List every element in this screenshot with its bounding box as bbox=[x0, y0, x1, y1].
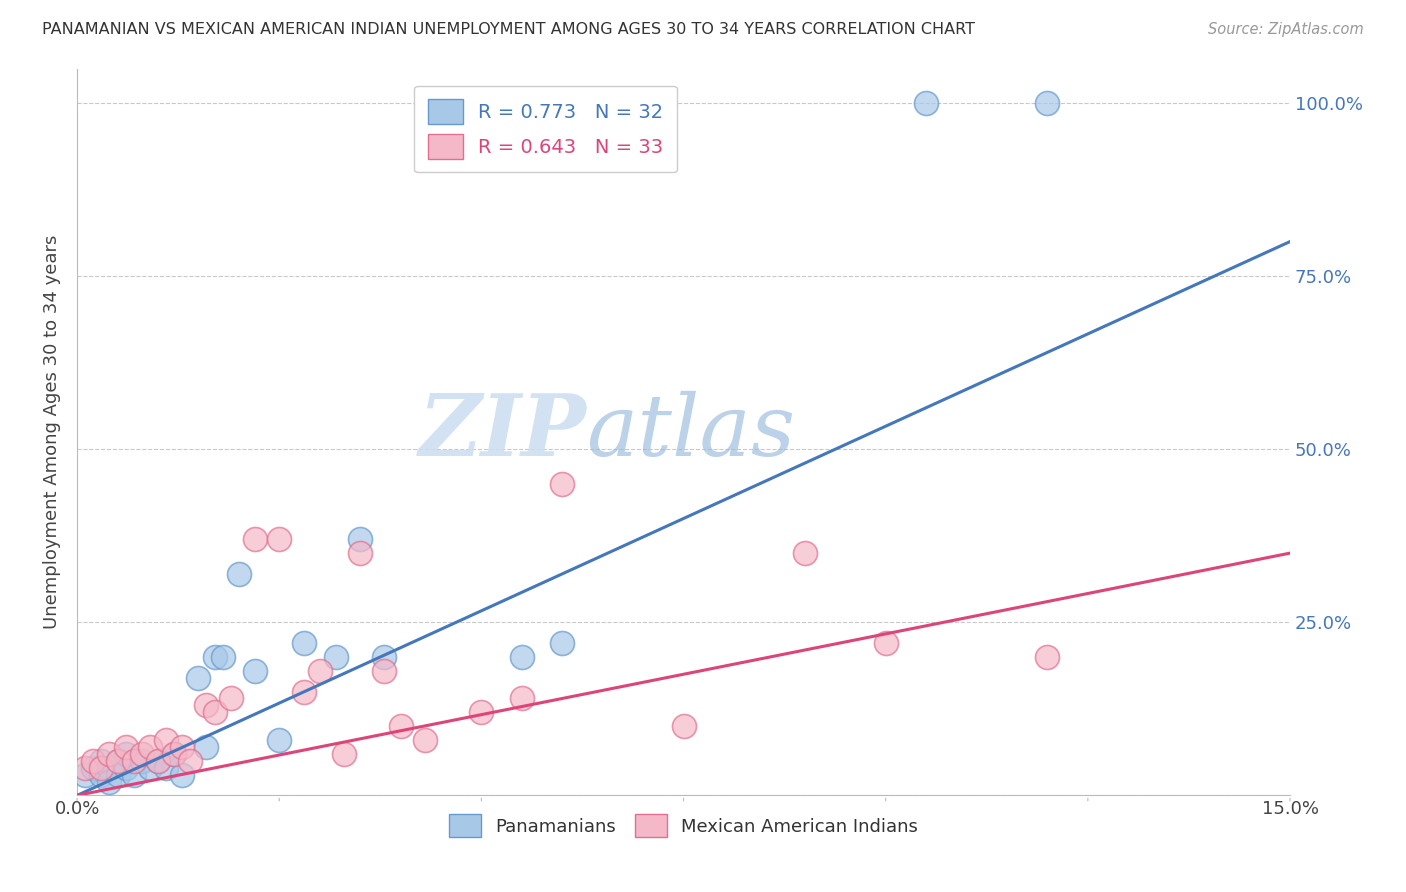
Point bbox=[107, 767, 129, 781]
Point bbox=[114, 761, 136, 775]
Point bbox=[146, 754, 169, 768]
Point bbox=[510, 691, 533, 706]
Point bbox=[228, 566, 250, 581]
Point bbox=[269, 533, 291, 547]
Point bbox=[373, 649, 395, 664]
Point bbox=[243, 664, 266, 678]
Point bbox=[187, 671, 209, 685]
Point bbox=[155, 761, 177, 775]
Point bbox=[98, 774, 121, 789]
Point bbox=[146, 754, 169, 768]
Point bbox=[131, 754, 153, 768]
Point bbox=[349, 533, 371, 547]
Point bbox=[551, 636, 574, 650]
Point bbox=[1036, 649, 1059, 664]
Point bbox=[107, 754, 129, 768]
Point bbox=[163, 747, 186, 761]
Point bbox=[373, 664, 395, 678]
Point bbox=[90, 754, 112, 768]
Point bbox=[1036, 96, 1059, 111]
Point bbox=[122, 754, 145, 768]
Point bbox=[179, 754, 201, 768]
Text: atlas: atlas bbox=[586, 391, 796, 474]
Point bbox=[269, 733, 291, 747]
Point bbox=[114, 747, 136, 761]
Point bbox=[82, 754, 104, 768]
Point bbox=[672, 719, 695, 733]
Point bbox=[139, 761, 162, 775]
Legend: Panamanians, Mexican American Indians: Panamanians, Mexican American Indians bbox=[441, 807, 925, 845]
Point bbox=[90, 767, 112, 781]
Point bbox=[292, 684, 315, 698]
Point bbox=[122, 767, 145, 781]
Point bbox=[90, 761, 112, 775]
Point bbox=[82, 761, 104, 775]
Point bbox=[349, 546, 371, 560]
Point bbox=[195, 698, 218, 713]
Point bbox=[211, 649, 233, 664]
Point bbox=[510, 649, 533, 664]
Point bbox=[114, 739, 136, 754]
Point bbox=[172, 767, 194, 781]
Point bbox=[204, 649, 226, 664]
Y-axis label: Unemployment Among Ages 30 to 34 years: Unemployment Among Ages 30 to 34 years bbox=[44, 235, 60, 629]
Point bbox=[470, 706, 492, 720]
Point bbox=[292, 636, 315, 650]
Point bbox=[98, 747, 121, 761]
Point bbox=[131, 747, 153, 761]
Point bbox=[243, 533, 266, 547]
Text: PANAMANIAN VS MEXICAN AMERICAN INDIAN UNEMPLOYMENT AMONG AGES 30 TO 34 YEARS COR: PANAMANIAN VS MEXICAN AMERICAN INDIAN UN… bbox=[42, 22, 976, 37]
Point bbox=[308, 664, 330, 678]
Point bbox=[107, 754, 129, 768]
Point bbox=[793, 546, 815, 560]
Point bbox=[325, 649, 347, 664]
Point bbox=[551, 476, 574, 491]
Point bbox=[139, 739, 162, 754]
Point bbox=[915, 96, 938, 111]
Text: Source: ZipAtlas.com: Source: ZipAtlas.com bbox=[1208, 22, 1364, 37]
Text: ZIP: ZIP bbox=[419, 390, 586, 474]
Point bbox=[172, 739, 194, 754]
Point bbox=[163, 747, 186, 761]
Point bbox=[219, 691, 242, 706]
Point bbox=[413, 733, 436, 747]
Point bbox=[195, 739, 218, 754]
Point bbox=[204, 706, 226, 720]
Point bbox=[875, 636, 897, 650]
Point bbox=[75, 761, 97, 775]
Point bbox=[333, 747, 356, 761]
Point bbox=[75, 767, 97, 781]
Point bbox=[389, 719, 412, 733]
Point bbox=[98, 761, 121, 775]
Point bbox=[155, 733, 177, 747]
